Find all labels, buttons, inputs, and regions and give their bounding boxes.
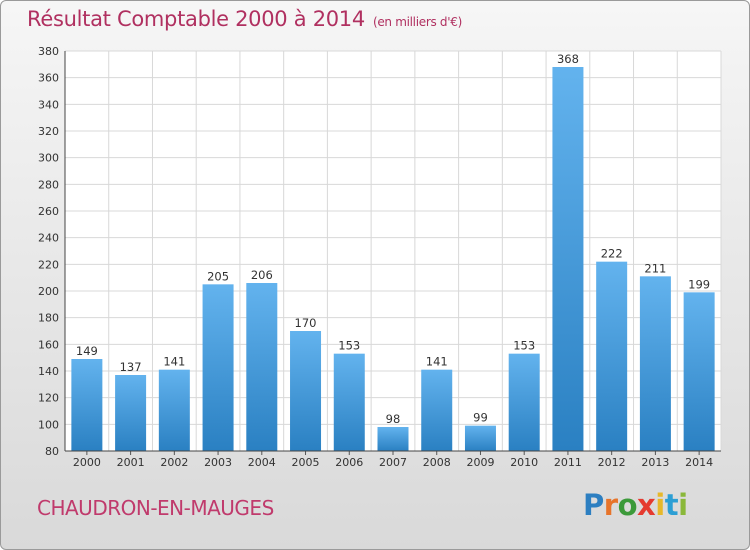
value-label-2010: 153 bbox=[513, 339, 535, 353]
bar-2008 bbox=[421, 369, 453, 451]
value-label-2012: 222 bbox=[601, 247, 623, 261]
value-label-2004: 206 bbox=[251, 268, 273, 282]
value-label-2014: 199 bbox=[688, 277, 710, 291]
bars bbox=[71, 67, 715, 451]
proxiti-logo: Proxiti bbox=[583, 488, 688, 522]
x-tick-label-2004: 2004 bbox=[248, 456, 276, 469]
x-tick-label-2005: 2005 bbox=[292, 456, 320, 469]
logo-letter: t bbox=[664, 488, 679, 522]
value-label-2013: 211 bbox=[644, 261, 666, 275]
bar-2010 bbox=[508, 353, 540, 451]
value-label-2003: 205 bbox=[207, 269, 229, 283]
bar-2001 bbox=[115, 375, 147, 451]
value-label-2001: 137 bbox=[120, 360, 142, 374]
y-tick-label: 260 bbox=[38, 205, 59, 218]
y-tick-label: 140 bbox=[38, 365, 59, 378]
value-label-2006: 153 bbox=[338, 339, 360, 353]
bar-2004 bbox=[246, 283, 278, 451]
x-tick-label-2009: 2009 bbox=[466, 456, 494, 469]
labels: 80 100 120 140 160 180 200 220 240 260 280 300 320 34… bbox=[38, 45, 713, 469]
x-tick-label-2008: 2008 bbox=[423, 456, 451, 469]
y-tick-label: 280 bbox=[38, 178, 59, 191]
y-tick-label: 220 bbox=[38, 258, 59, 271]
x-tick-label-2001: 2001 bbox=[117, 456, 145, 469]
bar-2003 bbox=[202, 284, 234, 451]
logo-letter: P bbox=[583, 488, 604, 522]
x-tick-label-2006: 2006 bbox=[335, 456, 363, 469]
bar-2007 bbox=[377, 427, 409, 451]
value-label-2008: 141 bbox=[426, 355, 448, 369]
bar-2011 bbox=[552, 67, 584, 451]
y-tick-label: 320 bbox=[38, 125, 59, 138]
x-tick-label-2012: 2012 bbox=[598, 456, 626, 469]
axes bbox=[64, 51, 721, 455]
bar-2012 bbox=[596, 261, 628, 451]
y-tick-label: 360 bbox=[38, 72, 59, 85]
bar-2005 bbox=[290, 331, 322, 451]
x-tick-label-2011: 2011 bbox=[554, 456, 582, 469]
value-label-2007: 98 bbox=[386, 412, 401, 426]
bar-2006 bbox=[333, 353, 365, 451]
bar-2014 bbox=[683, 292, 715, 451]
y-tick-label: 380 bbox=[38, 45, 59, 58]
bar-2013 bbox=[639, 276, 671, 451]
y-tick-label: 240 bbox=[38, 232, 59, 245]
x-tick-label-2000: 2000 bbox=[73, 456, 101, 469]
bar-2000 bbox=[71, 359, 103, 451]
value-label-2000: 149 bbox=[76, 344, 98, 358]
bar-2002 bbox=[158, 369, 190, 451]
value-label-2009: 99 bbox=[473, 411, 488, 425]
chart-title-text: Résultat Comptable 2000 à 2014 bbox=[27, 7, 365, 31]
x-tick-label-2003: 2003 bbox=[204, 456, 232, 469]
y-tick-label: 340 bbox=[38, 98, 59, 111]
y-tick-label: 200 bbox=[38, 285, 59, 298]
value-label-2002: 141 bbox=[163, 355, 185, 369]
logo-letter: r bbox=[603, 488, 618, 522]
x-tick-label-2002: 2002 bbox=[160, 456, 188, 469]
y-tick-label: 180 bbox=[38, 312, 59, 325]
logo-text: Proxiti bbox=[583, 488, 688, 522]
logo-letter: x bbox=[637, 488, 656, 522]
value-label-2005: 170 bbox=[295, 316, 317, 330]
logo-letter: o bbox=[617, 488, 638, 522]
logo-letter: i bbox=[655, 488, 665, 522]
value-label-2011: 368 bbox=[557, 52, 579, 66]
x-tick-label-2010: 2010 bbox=[510, 456, 538, 469]
y-tick-label: 80 bbox=[45, 445, 59, 458]
chart-unit: (en milliers d'€) bbox=[372, 15, 462, 29]
x-tick-label-2013: 2013 bbox=[641, 456, 669, 469]
y-tick-label: 160 bbox=[38, 338, 59, 351]
x-tick-label-2007: 2007 bbox=[379, 456, 407, 469]
y-tick-label: 100 bbox=[38, 418, 59, 431]
bar-2009 bbox=[464, 425, 496, 451]
x-tick-label-2014: 2014 bbox=[685, 456, 713, 469]
commune-name: CHAUDRON-EN-MAUGES bbox=[37, 496, 274, 520]
y-tick-label: 300 bbox=[38, 152, 59, 165]
chart-title: Résultat Comptable 2000 à 2014 (en millie… bbox=[27, 7, 462, 31]
logo-letter: i bbox=[678, 488, 688, 522]
y-tick-label: 120 bbox=[38, 392, 59, 405]
